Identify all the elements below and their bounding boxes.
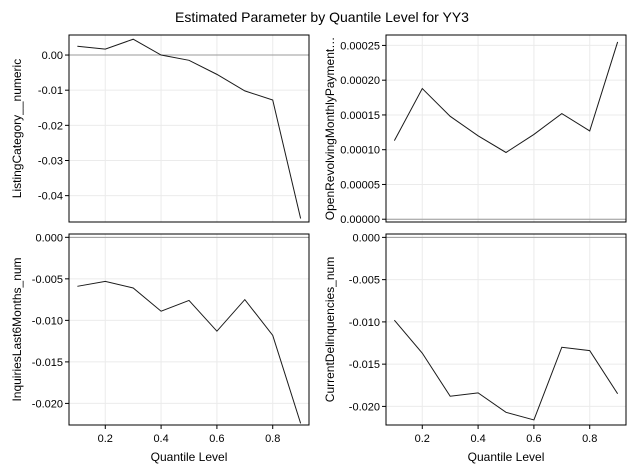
y-tick-label: 0.000 [35, 232, 63, 244]
y-tick-label: -0.005 [32, 274, 63, 286]
y-tick-label: -0.015 [349, 359, 380, 371]
panel-3: 0.000 -0.005 -0.010 -0.015 -0.020 0.2 0.4 0.6 0.… [10, 232, 310, 464]
x-tick-label: 0.4 [470, 433, 485, 445]
y-tick-label: 0.00005 [340, 179, 380, 191]
x-tick-label: 0.2 [415, 433, 430, 445]
y-tick-label: -0.005 [349, 275, 380, 287]
y-tick-label: 0.00010 [340, 145, 380, 157]
panel-frame [385, 34, 627, 223]
y-tick-label: -0.01 [38, 85, 63, 97]
y-tick-label: -0.010 [32, 315, 63, 327]
y-axis-label: CurrentDelinquencies_num [323, 257, 337, 402]
series-line [393, 41, 619, 154]
panel-frame [68, 233, 310, 426]
y-axis-label: OpenRevolvingMonthlyPayment… [323, 37, 337, 220]
series-line [77, 280, 302, 424]
x-tick-label: 0.2 [98, 433, 113, 445]
y-axis-label: ListingCategory__numeric [10, 59, 24, 198]
y-tick-label: 0.00020 [340, 75, 380, 87]
y-tick-label: -0.04 [38, 191, 63, 203]
panel-2: 0.00025 0.00020 0.00015 0.00010 0.00005 0.000… [323, 34, 627, 226]
figure-title: Estimated Parameter by Quantile Level fo… [175, 9, 469, 25]
x-axis-label: Quantile Level [151, 450, 228, 464]
panel-frame [385, 233, 627, 426]
x-tick-label: 0.8 [582, 433, 597, 445]
y-tick-label: -0.010 [349, 317, 380, 329]
y-tick-label: -0.02 [38, 120, 63, 132]
y-axis-label: InquiriesLast6Months_num [10, 257, 24, 401]
y-tick-label: 0.00000 [340, 214, 380, 226]
x-tick-label: 0.6 [209, 433, 224, 445]
series-line [77, 38, 302, 219]
panel-frame [68, 34, 310, 223]
x-tick-label: 0.4 [153, 433, 168, 445]
y-tick-label: -0.015 [32, 357, 63, 369]
panel-1: 0.00 -0.01 -0.02 -0.03 -0.04 ListingCategory_… [10, 34, 310, 223]
series-line [393, 319, 619, 421]
panel-4: 0.000 -0.005 -0.010 -0.015 -0.020 0.2 0.4 0.6 0.… [323, 232, 627, 464]
y-tick-label: 0.00 [42, 50, 63, 62]
x-tick-label: 0.6 [526, 433, 541, 445]
y-tick-label: -0.020 [349, 401, 380, 413]
y-tick-label: 0.000 [352, 232, 380, 244]
y-tick-label: -0.03 [38, 155, 63, 167]
x-tick-label: 0.8 [265, 433, 280, 445]
y-tick-label: 0.00015 [340, 110, 380, 122]
panels-group: 0.00 -0.01 -0.02 -0.03 -0.04 ListingCategory_… [10, 34, 627, 464]
y-tick-label: -0.020 [32, 398, 63, 410]
x-axis-label: Quantile Level [468, 450, 545, 464]
y-tick-label: 0.00025 [340, 40, 380, 52]
